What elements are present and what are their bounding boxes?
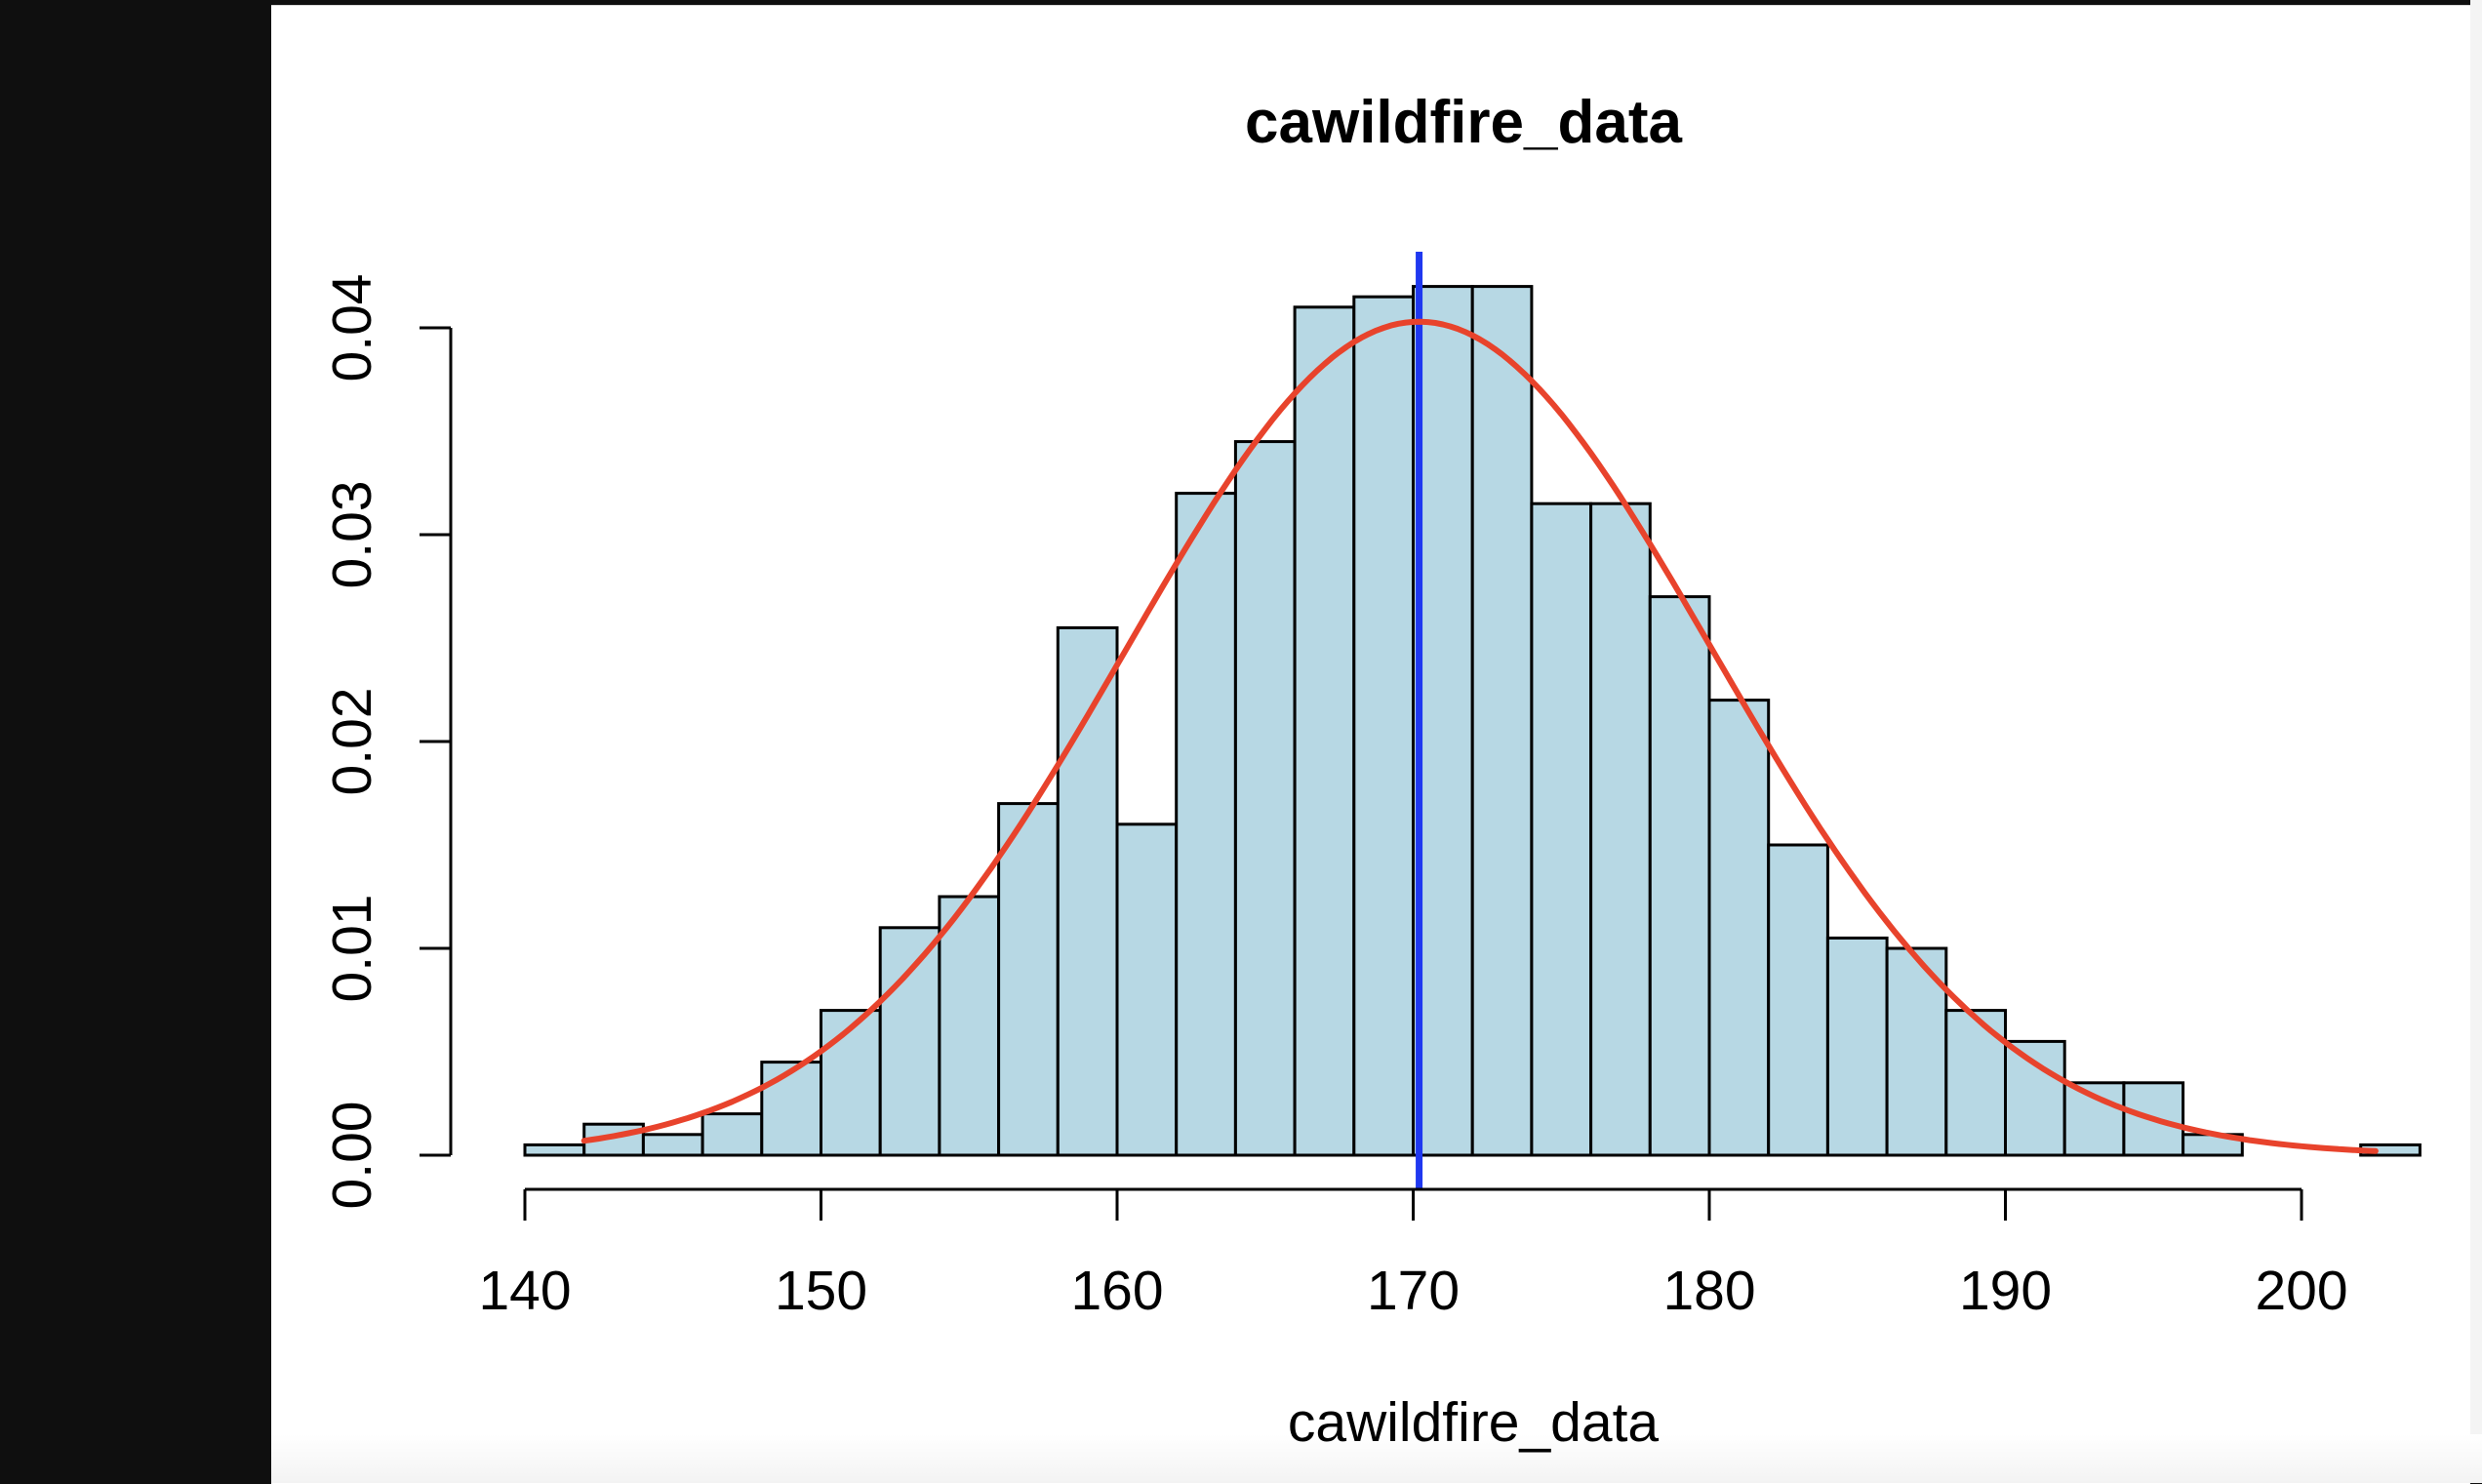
histogram-bar [1056, 625, 1119, 1157]
right-margin [2470, 0, 2482, 1483]
histogram-bar [2004, 1039, 2066, 1157]
histogram-bar [701, 1112, 764, 1157]
histogram-bar [1293, 305, 1356, 1157]
histogram-bars [523, 285, 2422, 1157]
x-tick-label: 150 [775, 1260, 867, 1322]
bottom-edge [271, 1434, 2482, 1483]
x-tick-label: 190 [1959, 1260, 2052, 1322]
histogram-bar [1352, 295, 1416, 1157]
x-tick-label: 160 [1070, 1260, 1163, 1322]
histogram-bar [1175, 492, 1237, 1157]
histogram-bar [523, 1143, 586, 1157]
y-tick-label: 0.02 [321, 688, 383, 796]
histogram-bar [1233, 440, 1297, 1157]
normal-curve-group [580, 318, 2379, 1154]
left-dark-margin [0, 0, 271, 1483]
y-tick-label: 0.03 [321, 481, 383, 589]
y-tick-label: 0.00 [321, 1102, 383, 1210]
x-tick-label: 180 [1662, 1260, 1755, 1322]
y-tick-label: 0.04 [321, 274, 383, 382]
histogram-bar [1707, 699, 1771, 1157]
histogram-bar [2122, 1081, 2185, 1157]
histogram-bar [1530, 501, 1593, 1157]
histogram-bar [1589, 501, 1652, 1157]
histogram-bar [1412, 285, 1474, 1157]
histogram-bar [1767, 843, 1829, 1157]
histogram-bar [938, 895, 1001, 1157]
histogram-bar [1470, 285, 1534, 1157]
x-tick-label: 200 [2255, 1260, 2347, 1322]
x-axis: 140 150 160 170 180 190 200 [478, 1187, 2348, 1322]
x-tick-label: 170 [1367, 1260, 1460, 1322]
normal-curve [580, 318, 2379, 1154]
histogram-bar [760, 1061, 822, 1157]
x-axis-label: cawildfire_data [1288, 1391, 1660, 1454]
histogram-bar [997, 802, 1060, 1157]
histogram-bar [641, 1133, 704, 1157]
x-tick-label: 140 [478, 1260, 571, 1322]
histogram-bar [1115, 822, 1179, 1157]
chart-title: cawildfire_data [1245, 89, 1682, 156]
histogram-bar [820, 1009, 882, 1157]
histogram-bar [1648, 595, 1711, 1157]
histogram-bar [1825, 936, 1889, 1157]
y-axis: 0.00 0.01 0.02 0.03 0.04 [321, 274, 453, 1210]
histogram-bar [878, 926, 941, 1157]
y-tick-label: 0.01 [321, 895, 383, 1003]
